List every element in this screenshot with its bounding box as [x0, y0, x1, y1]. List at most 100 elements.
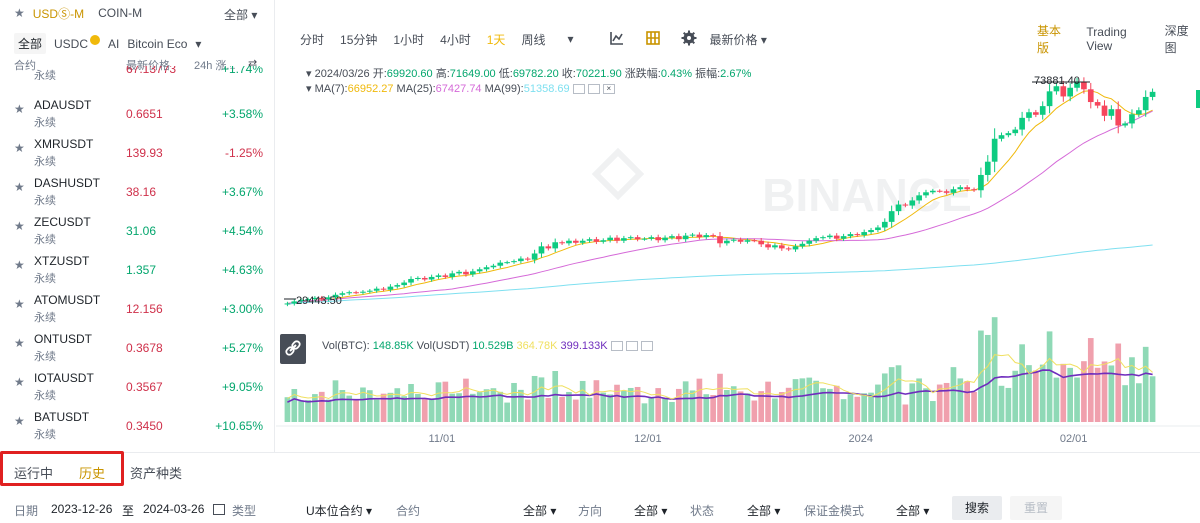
- list-item[interactable]: ★ BATUSDT 永续 0.3450 +10.65%: [0, 410, 274, 449]
- usd-m-tab[interactable]: USDⓈ-M: [32, 6, 85, 21]
- volume-bar: [978, 330, 984, 422]
- quote-tab-bitcoin-eco[interactable]: Bitcoin Eco: [127, 36, 188, 51]
- volume-bar: [600, 392, 607, 422]
- volume-bar: [902, 404, 909, 422]
- favorite-star-icon[interactable]: ★: [14, 180, 25, 194]
- settings-icon[interactable]: [625, 341, 638, 352]
- volume-bar: [936, 384, 943, 422]
- quote-tab-all[interactable]: 全部: [14, 33, 47, 54]
- ohlc-open: 69920.60: [386, 68, 433, 80]
- candle: [524, 258, 531, 260]
- list-item[interactable]: ★ ADAUSDT 永续 0.6651 +3.58%: [0, 98, 274, 137]
- favorite-star-icon[interactable]: ★: [14, 336, 25, 350]
- candle: [346, 292, 353, 294]
- list-item[interactable]: ★ DASHUSDT 永续 38.16 +3.67%: [0, 176, 274, 215]
- header-change[interactable]: 24h 涨...: [194, 60, 236, 72]
- last-price: 31.06: [126, 224, 157, 238]
- collapse-caret-icon[interactable]: ▾: [306, 83, 312, 95]
- volume-bar: [318, 391, 325, 422]
- coin-m-tab[interactable]: COIN-M: [98, 6, 143, 20]
- date-to-input[interactable]: 2024-03-26: [143, 502, 205, 516]
- header-contract[interactable]: 合约: [14, 60, 36, 72]
- ohlc-info: ▾ 2024/03/26 开:69920.60 高:71649.00 低:697…: [306, 68, 752, 80]
- interval-week[interactable]: 周线: [521, 32, 546, 47]
- calendar-icon[interactable]: [213, 504, 225, 515]
- list-item[interactable]: 永续 67.13773 +1.74%: [34, 66, 263, 80]
- direction-select[interactable]: 全部 ▾: [634, 504, 668, 518]
- interval-1d[interactable]: 1天: [486, 32, 506, 47]
- candle: [607, 237, 613, 241]
- change-percent: +3.00%: [221, 302, 263, 316]
- last-price: 1.357: [126, 263, 157, 277]
- interval-4h[interactable]: 4小时: [440, 32, 471, 47]
- status-select[interactable]: 全部 ▾: [747, 504, 781, 518]
- contract-type-select[interactable]: U本位合约 ▾: [306, 504, 373, 518]
- volume-bar: [820, 388, 826, 422]
- tab-running[interactable]: 运行中: [14, 466, 54, 481]
- candle: [1136, 110, 1142, 115]
- settings-icon[interactable]: [587, 84, 600, 95]
- favorite-star-icon[interactable]: ★: [14, 102, 25, 116]
- volume-bar: [312, 394, 318, 422]
- date-from-input[interactable]: 2023-12-26: [51, 502, 113, 516]
- candle: [291, 301, 298, 304]
- indicator-icon[interactable]: [609, 30, 625, 49]
- tab-history[interactable]: 历史: [79, 466, 106, 481]
- candle: [998, 135, 1005, 139]
- list-item[interactable]: ★ ONTUSDT 永续 0.3678 +5.27%: [0, 332, 274, 371]
- favorite-star-icon[interactable]: ★: [14, 414, 25, 428]
- reset-button[interactable]: 重置: [1010, 496, 1062, 520]
- depth-chart-tab[interactable]: 深度图: [1164, 24, 1189, 55]
- all-filter-dropdown[interactable]: 全部 ▾: [224, 8, 258, 22]
- interval-time[interactable]: 分时: [300, 32, 325, 47]
- list-item[interactable]: ★ XMRUSDT 永续 139.93 -1.25%: [0, 137, 274, 176]
- list-item[interactable]: ★ ATOMUSDT 永续 12.156 +3.00%: [0, 293, 274, 332]
- candle: [689, 234, 696, 236]
- eye-icon[interactable]: [572, 84, 585, 95]
- interval-more-caret-icon[interactable]: ▾: [567, 32, 574, 46]
- list-item[interactable]: ★ XTZUSDT 永续 1.357 +4.63%: [0, 254, 274, 293]
- quote-tab-ai[interactable]: AI: [108, 36, 120, 51]
- margin-mode-select[interactable]: 全部 ▾: [896, 504, 930, 518]
- contract-select[interactable]: 全部 ▾: [523, 504, 557, 518]
- volume-bar: [387, 392, 394, 422]
- candle: [593, 239, 600, 242]
- star-icon[interactable]: ★: [14, 6, 25, 20]
- volume-bar: [380, 393, 387, 422]
- interval-1h[interactable]: 1小时: [393, 32, 425, 47]
- favorite-star-icon[interactable]: ★: [14, 219, 25, 233]
- candle: [1074, 81, 1080, 88]
- volume-bar: [984, 334, 991, 422]
- ohlc-date: 2024/03/26: [314, 68, 370, 80]
- collapse-caret-icon[interactable]: ▾: [306, 68, 312, 80]
- basic-view-tab[interactable]: 基本版: [1037, 24, 1062, 55]
- list-item[interactable]: ★ IOTAUSDT 永续 0.3567 +9.05%: [0, 371, 274, 410]
- eye-icon[interactable]: [610, 341, 623, 352]
- favorite-star-icon[interactable]: ★: [14, 297, 25, 311]
- tradingview-tab[interactable]: Trading View: [1086, 25, 1127, 53]
- search-button[interactable]: 搜索: [952, 496, 1002, 520]
- candle: [1026, 112, 1032, 118]
- header-last-price[interactable]: 最新价格: [126, 60, 170, 72]
- price-type-dropdown[interactable]: 最新价格 ▾: [709, 32, 767, 47]
- favorite-star-icon[interactable]: ★: [14, 141, 25, 155]
- favorite-star-icon[interactable]: ★: [14, 375, 25, 389]
- volume-bar: [456, 393, 462, 422]
- volume-bar: [772, 398, 778, 422]
- candle-style-icon[interactable]: [645, 30, 661, 49]
- interval-15m[interactable]: 15分钟: [340, 32, 378, 47]
- close-icon[interactable]: ×: [602, 84, 615, 95]
- settings-gear-icon[interactable]: [681, 30, 697, 49]
- swap-columns-icon[interactable]: ⇄: [248, 58, 258, 70]
- candle: [518, 258, 524, 262]
- caret-down-icon[interactable]: ▾: [195, 36, 202, 51]
- link-icon[interactable]: [280, 334, 306, 364]
- volume-bar: [1149, 376, 1156, 422]
- list-item[interactable]: ★ ZECUSDT 永续 31.06 +4.54%: [0, 215, 274, 254]
- quote-tab-usdc[interactable]: USDC: [54, 36, 89, 51]
- tab-asset-types[interactable]: 资产种类: [130, 466, 183, 481]
- close-icon[interactable]: [640, 341, 653, 352]
- favorite-star-icon[interactable]: ★: [14, 258, 25, 272]
- volume-bar: [833, 385, 840, 422]
